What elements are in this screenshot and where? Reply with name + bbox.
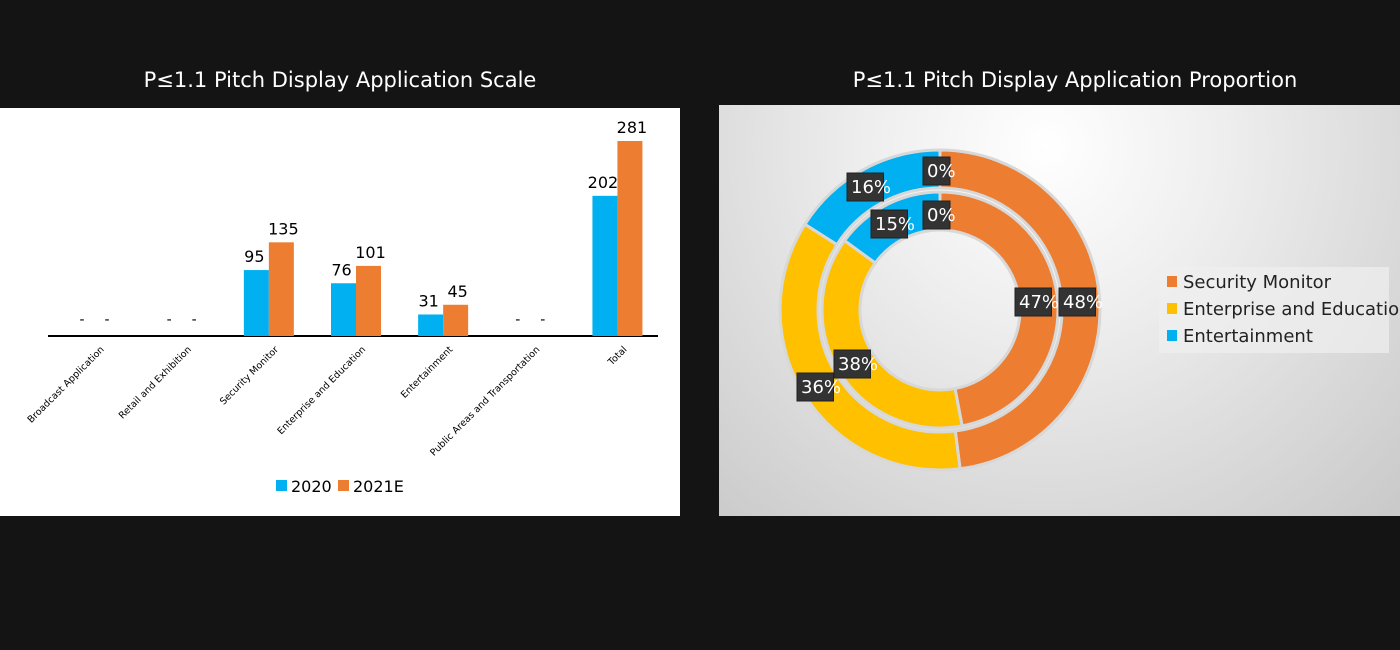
data-label: 0% <box>927 205 956 226</box>
x-tick-label: Security Monitor <box>218 344 281 407</box>
legend-label: Enterprise and Education <box>1183 299 1400 320</box>
data-label: 15% <box>875 214 915 235</box>
bar-chart-title: P≤1.1 Pitch Display Application Scale <box>143 68 537 92</box>
data-label-box: 36% <box>796 372 841 402</box>
legend-swatch <box>1167 330 1177 341</box>
legend-label: Entertainment <box>1183 326 1313 347</box>
bar-2020 <box>592 195 618 336</box>
data-label: - <box>540 312 545 328</box>
data-label: 31 <box>418 291 438 310</box>
data-label: 38% <box>838 354 878 375</box>
bar-2020 <box>418 314 444 336</box>
data-label: 95 <box>244 247 264 266</box>
legend-label: 2021E <box>353 477 404 496</box>
data-label: - <box>167 312 172 328</box>
data-label: - <box>105 312 110 328</box>
data-label: 135 <box>268 219 299 238</box>
legend-label: Security Monitor <box>1183 272 1332 293</box>
data-label-box: 0% <box>922 200 956 230</box>
data-label: 45 <box>447 282 467 301</box>
bar-2020 <box>331 283 356 336</box>
bar-2021E <box>356 265 381 336</box>
label-background <box>833 349 871 379</box>
legend-background <box>1159 267 1389 353</box>
data-label: - <box>515 312 520 328</box>
data-label-box: 47% <box>1014 287 1059 317</box>
data-label-box: 0% <box>922 156 956 186</box>
legend-swatch <box>1167 303 1177 314</box>
legend-swatch-2021E <box>338 480 349 491</box>
x-tick-label: Retail and Exhibition <box>117 344 194 421</box>
data-label: 48% <box>1063 292 1103 313</box>
data-label-box: 15% <box>870 209 915 239</box>
label-background <box>870 209 908 239</box>
donut-chart-panel: 0% 16% 0% 15% 47% 48% 38% 36% Security Monitor En… <box>719 105 1400 516</box>
data-label: 76 <box>331 260 351 279</box>
data-label-box: 48% <box>1058 287 1103 317</box>
x-tick-label: Total <box>605 344 629 368</box>
data-label-box: 16% <box>846 172 891 202</box>
x-tick-label: Enterprise and Education <box>275 344 368 437</box>
data-label: 36% <box>801 377 841 398</box>
donut-slice-inner <box>938 190 1060 428</box>
data-label: 202 <box>588 173 619 192</box>
x-tick-label: Entertainment <box>399 344 455 400</box>
data-label: 47% <box>1019 292 1059 313</box>
donut-slice-inner <box>820 238 964 430</box>
donut-chart-title: P≤1.1 Pitch Display Application Proporti… <box>852 68 1298 92</box>
bar-chart: - -Broadcast Application- -Retail and Exhi… <box>26 118 658 496</box>
label-background <box>922 200 951 230</box>
donut-slice-outer <box>938 148 1102 471</box>
label-background <box>922 156 951 186</box>
donut-slice-outer <box>778 222 962 472</box>
bar-2021E <box>268 242 294 336</box>
data-label: 0% <box>927 161 956 182</box>
data-label: - <box>80 312 85 328</box>
bar-2021E <box>443 304 469 336</box>
legend-swatch-2020 <box>276 480 287 491</box>
label-background <box>1058 287 1096 317</box>
label-background <box>796 372 834 402</box>
bar-chart-panel: - - Broadcast Application - - Retail and Exhi… <box>0 108 680 516</box>
data-label: 281 <box>617 118 648 137</box>
donut-chart: 0% 16% 0% 15% 47% 48% 38%36% Security Monitor En… <box>778 148 1400 472</box>
data-label-box: 38% <box>833 349 878 379</box>
data-label: 16% <box>851 177 891 198</box>
legend-swatch <box>1167 276 1177 287</box>
bar-2021E <box>617 141 643 336</box>
x-tick-label: Broadcast Application <box>26 344 107 425</box>
label-background <box>1014 287 1052 317</box>
label-background <box>846 172 884 202</box>
data-label: 101 <box>355 243 386 262</box>
bar-2020 <box>243 270 269 336</box>
legend-label: 2020 <box>291 477 332 496</box>
data-label: - <box>192 312 197 328</box>
